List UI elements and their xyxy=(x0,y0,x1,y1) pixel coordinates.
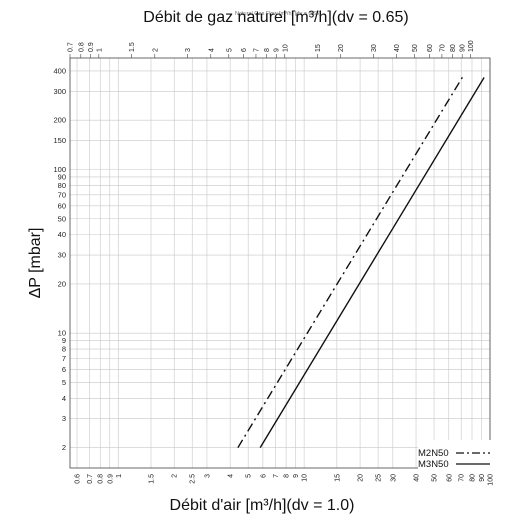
legend-label-m2n50: M2N50 xyxy=(418,448,449,459)
grid-lines xyxy=(69,54,491,468)
top-tick-label: 10 xyxy=(282,44,289,52)
y-tick-label: 2 xyxy=(62,443,66,452)
y-tick-label: 100 xyxy=(53,165,66,174)
top-tick-label: 70 xyxy=(439,44,446,52)
plot-frame xyxy=(69,57,491,469)
top-tick-label: 2 xyxy=(152,48,159,52)
y-tick-label: 3 xyxy=(62,414,66,423)
top-tick-label: 5 xyxy=(226,48,233,52)
y-tick-label: 7 xyxy=(62,354,66,363)
x-tick-label: 1.5 xyxy=(148,474,155,484)
x-tick-label: 2.5 xyxy=(190,474,197,484)
y-tick-label: 200 xyxy=(53,116,66,125)
overlay-axis-label: Natural Gas Flow [m³/h] (dv = 0.65) xyxy=(235,11,321,17)
legend-label-m3n50: M3N50 xyxy=(418,459,449,470)
y-tick-label: 4 xyxy=(62,394,66,403)
x-tick-label: 0.6 xyxy=(75,474,82,484)
top-tick-label: 1 xyxy=(96,48,103,52)
legend: M2N50 M3N50 xyxy=(418,440,494,470)
y-tick-label: 50 xyxy=(58,214,66,223)
x-tick-label: 5 xyxy=(246,474,253,478)
x-tick-label: 25 xyxy=(376,474,383,482)
top-tick-label: 60 xyxy=(427,44,434,52)
y-tick-label: 20 xyxy=(58,279,66,288)
top-tick-label: 15 xyxy=(315,44,322,52)
x-tick-label: 7 xyxy=(273,474,280,478)
y-tick-label: 5 xyxy=(62,378,66,387)
top-tick-label: 6 xyxy=(241,48,248,52)
y-tick-label: 90 xyxy=(58,172,66,181)
y-tick-label: 6 xyxy=(62,365,66,374)
series-line-m3n50 xyxy=(259,77,485,448)
top-tick-label: 1.5 xyxy=(129,42,136,52)
series-line-m2n50 xyxy=(237,75,465,448)
x-tick-label: 40 xyxy=(414,474,421,482)
top-tick-label: 30 xyxy=(371,44,378,52)
legend-background xyxy=(418,440,494,470)
top-tick-label: 40 xyxy=(394,44,401,52)
x-tick-label: 100 xyxy=(488,474,495,486)
y-tick-label: 300 xyxy=(53,87,66,96)
x-tick-label: 30 xyxy=(390,474,397,482)
x-tick-label: 3 xyxy=(204,474,211,478)
top-tick-label: 9 xyxy=(274,48,281,52)
top-tick-label: 80 xyxy=(450,44,457,52)
y-tick-label: 80 xyxy=(58,181,66,190)
top-tick-label: 0.8 xyxy=(78,42,85,52)
top-tick-label: 100 xyxy=(468,40,475,52)
top-tick-label: 0.7 xyxy=(68,42,75,52)
x-tick-label: 6 xyxy=(260,474,267,478)
tick-labels: 2345678910203040506070809010015020030040… xyxy=(53,40,494,485)
top-tick-label: 20 xyxy=(338,44,345,52)
x-tick-label: 80 xyxy=(469,474,476,482)
y-tick-label: 30 xyxy=(58,251,66,260)
x-tick-label: 15 xyxy=(334,474,341,482)
top-tick-label: 0.9 xyxy=(88,42,95,52)
x-tick-label: 50 xyxy=(432,474,439,482)
x-axis-title: Débit d'air [m³/h](dv = 1.0) xyxy=(170,497,355,514)
y-tick-label: 400 xyxy=(53,66,66,75)
x-tick-label: 0.7 xyxy=(87,474,94,484)
x-tick-label: 4 xyxy=(228,474,235,478)
x-tick-label: 10 xyxy=(302,474,309,482)
y-tick-label: 40 xyxy=(58,230,66,239)
x-tick-label: 90 xyxy=(479,474,486,482)
y-tick-label: 150 xyxy=(53,136,66,145)
top-tick-label: 90 xyxy=(460,44,467,52)
y-tick-label: 9 xyxy=(62,336,66,345)
y-tick-label: 10 xyxy=(58,329,66,338)
y-tick-label: 60 xyxy=(58,201,66,210)
y-axis-title: ΔP [mbar] xyxy=(27,228,44,299)
x-tick-label: 70 xyxy=(459,474,466,482)
x-tick-label: 0.8 xyxy=(98,474,105,484)
x-tick-label: 20 xyxy=(358,474,365,482)
x-tick-label: 2 xyxy=(172,474,179,478)
x-tick-label: 9 xyxy=(293,474,300,478)
x-tick-label: 60 xyxy=(446,474,453,482)
series-group xyxy=(237,75,485,448)
x-tick-label: 0.9 xyxy=(107,474,114,484)
y-tick-label: 8 xyxy=(62,345,66,354)
top-tick-label: 4 xyxy=(208,48,215,52)
top-tick-label: 50 xyxy=(412,44,419,52)
top-tick-label: 8 xyxy=(264,48,271,52)
top-axis-title: Débit de gaz naturel [m³/h](dv = 0.65) xyxy=(143,9,408,26)
x-tick-label: 1 xyxy=(116,474,123,478)
top-tick-label: 3 xyxy=(185,48,192,52)
y-tick-label: 70 xyxy=(58,190,66,199)
top-tick-label: 7 xyxy=(253,48,260,52)
x-tick-label: 8 xyxy=(284,474,291,478)
